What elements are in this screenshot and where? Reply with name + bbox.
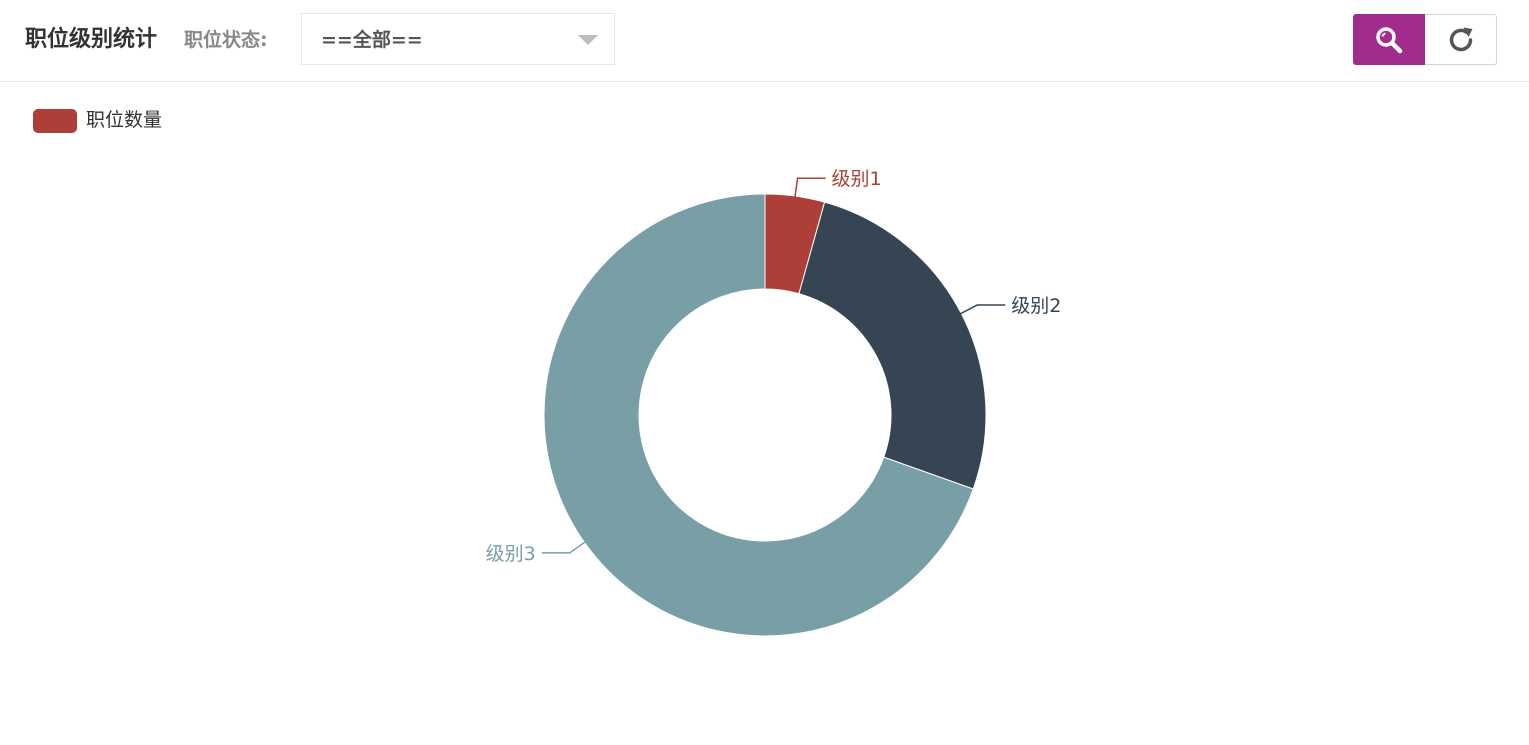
slice-2-leader-line — [956, 304, 1006, 317]
slice-3-leader-line — [541, 538, 589, 554]
status-select[interactable]: ==全部== — [301, 13, 615, 65]
search-icon — [1376, 26, 1403, 53]
slice-2[interactable] — [798, 201, 987, 490]
slice-2-label: 级别2 — [1011, 295, 1061, 317]
donut-chart: 级别1 级别2 级别3 — [486, 168, 1061, 637]
legend-swatch — [33, 109, 77, 133]
slice-1-leader-line — [793, 177, 826, 202]
legend-label: 职位数量 — [86, 109, 163, 131]
slice-1-label: 级别1 — [832, 168, 882, 190]
slice-3-label: 级别3 — [486, 543, 536, 565]
status-select-value: ==全部== — [321, 29, 423, 51]
toolbar: 职位级别统计 职位状态: ==全部== — [0, 0, 1529, 82]
search-button[interactable] — [1353, 14, 1425, 65]
refresh-icon — [1449, 27, 1472, 51]
slice-3[interactable] — [543, 193, 974, 637]
filter-label: 职位状态: — [184, 29, 268, 51]
page-title: 职位级别统计 — [25, 27, 158, 52]
chevron-down-icon — [578, 35, 598, 45]
refresh-button[interactable] — [1425, 14, 1497, 65]
